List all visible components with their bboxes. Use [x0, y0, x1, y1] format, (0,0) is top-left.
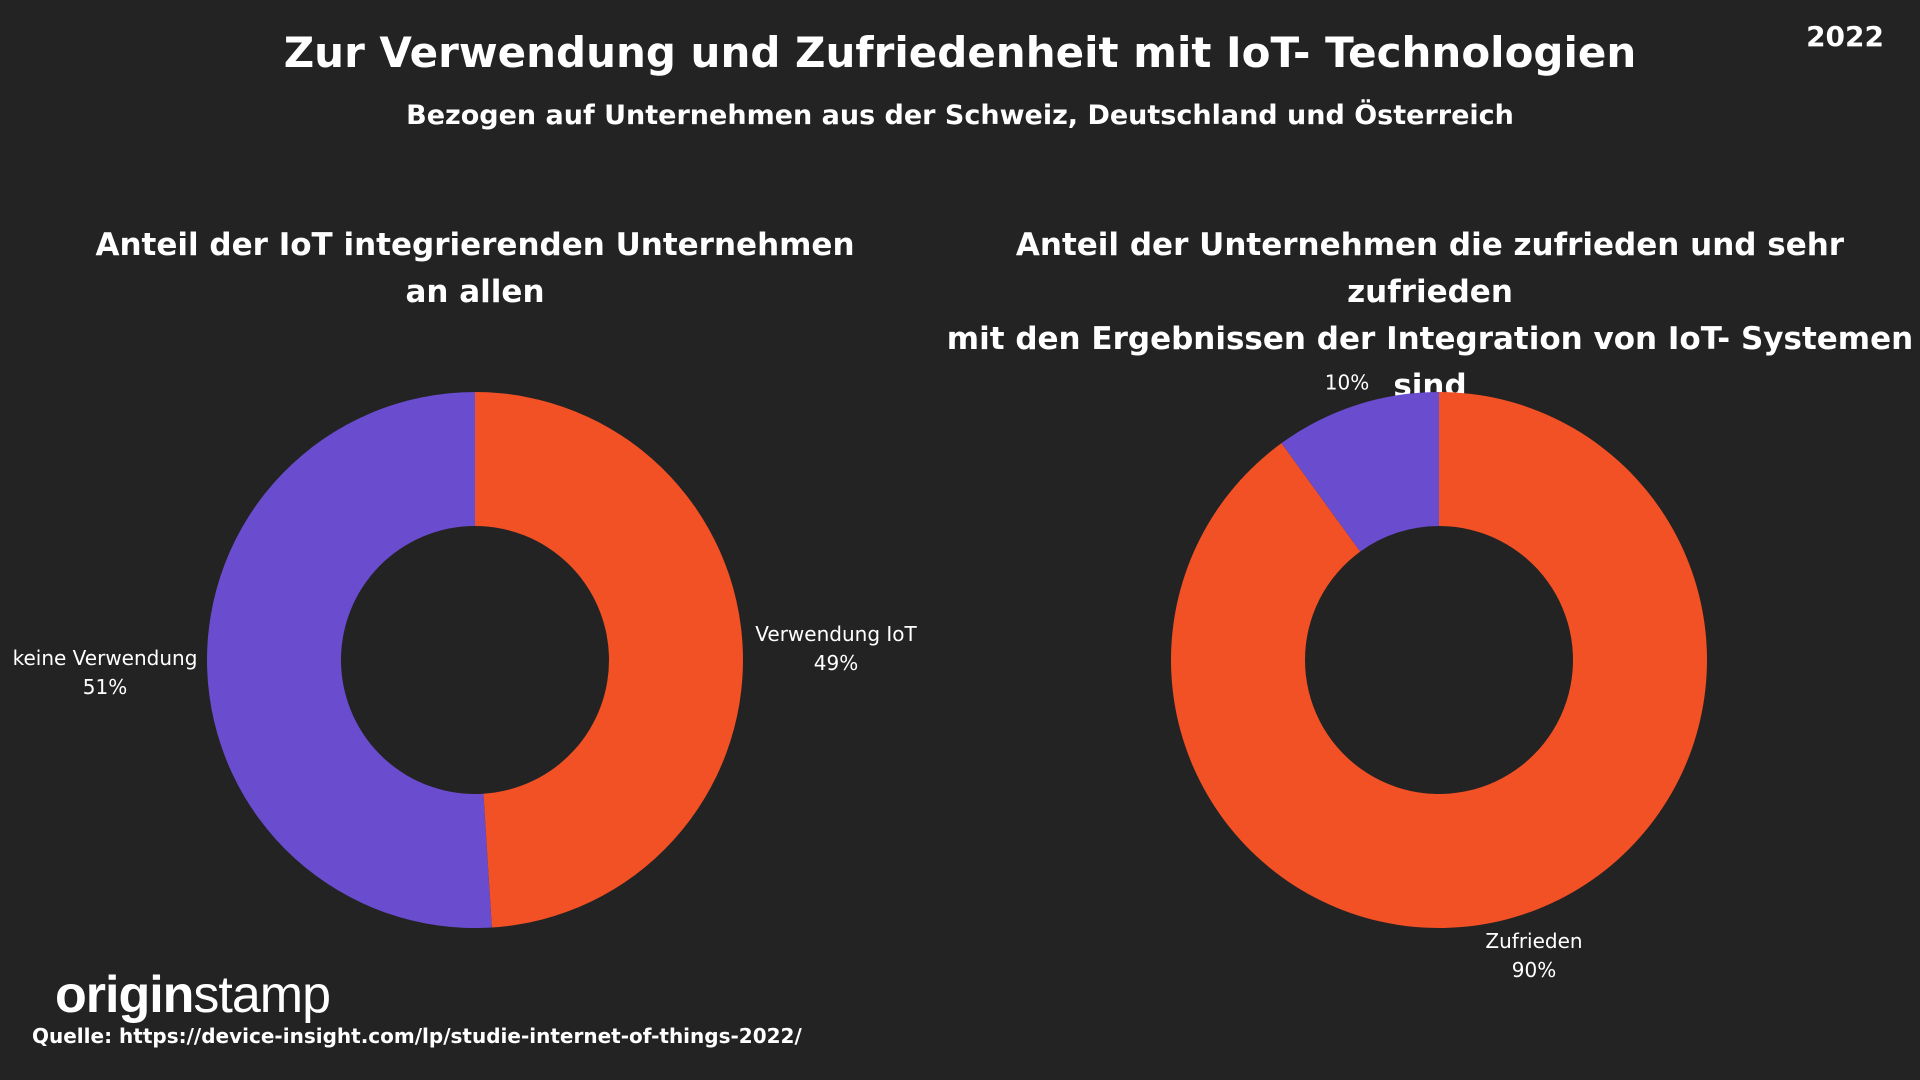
slice-label-value: 10% — [1324, 370, 1370, 395]
slice-label-value: 49% — [813, 651, 859, 675]
slice-label-keine-verwendung: keine Verwendung 51% — [13, 644, 198, 702]
page-title: Zur Verwendung und Zufriedenheit mit IoT… — [283, 28, 1637, 77]
chart-1-slice-2 — [207, 392, 492, 929]
chart-2-title-line: Anteil der Unternehmen die zufrieden und… — [1015, 227, 1845, 310]
source-citation: Quelle: https://device-insight.com/lp/st… — [32, 1024, 802, 1048]
chart-2-slice-2 — [1281, 392, 1439, 552]
originstamp-logo: originstamp — [55, 966, 331, 1024]
slice-label-name: Verwendung IoT — [755, 622, 917, 646]
chart-2-title: Anteil der Unternehmen die zufrieden und… — [940, 222, 1920, 410]
year-label: 2022 — [1806, 20, 1884, 53]
slice-label-verwendung: Verwendung IoT 49% — [755, 620, 916, 678]
slice-label-name: Zufrieden — [1485, 929, 1583, 953]
chart-1-title-line: Anteil der IoT integrierenden Unternehme… — [95, 227, 855, 263]
chart-2-slice-1 — [1170, 392, 1707, 928]
page-subtitle: Bezogen auf Unternehmen aus der Schweiz,… — [406, 100, 1514, 131]
slice-label-zufrieden: Zufrieden 90% — [1485, 927, 1582, 985]
chart-1-title-line: an allen — [405, 274, 545, 310]
slice-label-unzufrieden: 10% — [1325, 369, 1369, 398]
slice-label-value: 51% — [82, 675, 128, 699]
chart-1-title: Anteil der IoT integrierenden Unternehme… — [80, 222, 870, 316]
slice-label-value: 90% — [1511, 958, 1557, 982]
slice-label-name: keine Verwendung — [12, 646, 198, 670]
chart-1-slice-1 — [475, 391, 744, 928]
chart-2-title-line: mit den Ergebnissen der Integration von … — [946, 321, 1914, 357]
